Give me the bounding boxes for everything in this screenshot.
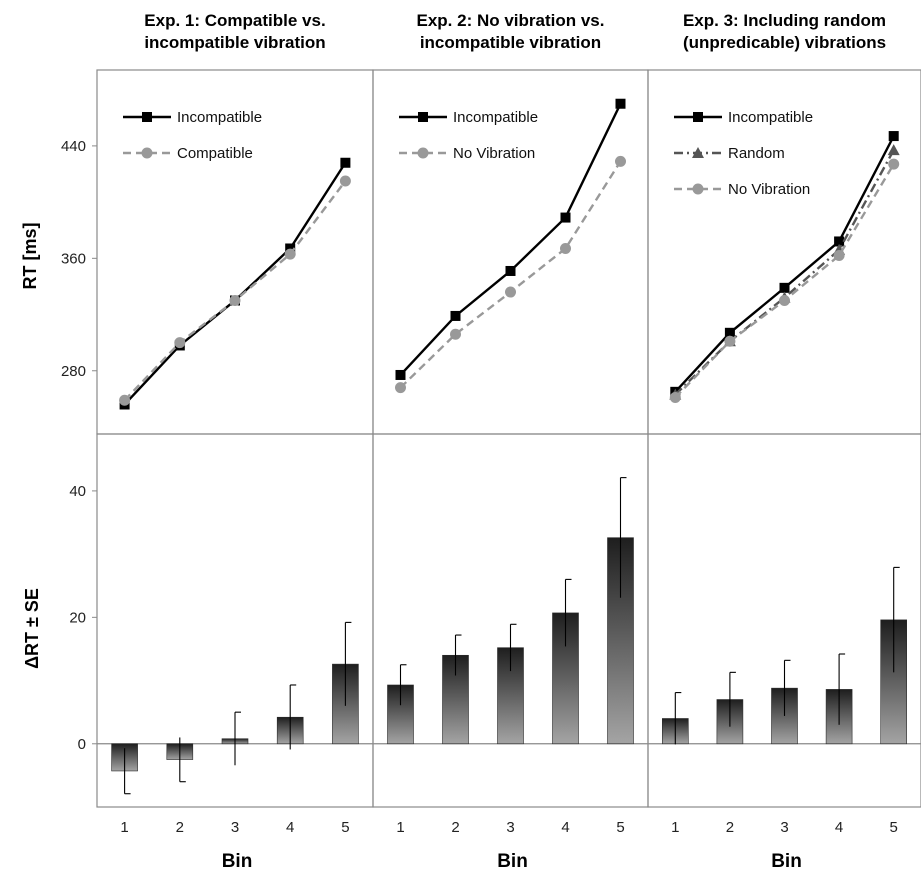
data-point-2-2-3 — [505, 286, 516, 298]
legend-label-3-1: Incompatible — [728, 109, 813, 126]
data-point-2-1-3 — [505, 265, 516, 276]
y-tick-label: 0 — [78, 736, 86, 753]
data-point-2-1-4 — [560, 212, 571, 223]
x-tick-label-3-4: 4 — [835, 819, 843, 836]
legend-label-3-3: No Vibration — [728, 181, 810, 198]
legend-label-1-1: Incompatible — [177, 109, 262, 126]
series-line-1-1 — [123, 162, 347, 406]
data-point-3-3-4 — [833, 250, 845, 262]
data-point-1-2-3 — [229, 294, 241, 306]
x-tick-label-3-3: 3 — [780, 819, 788, 836]
legend-label-2-2: No Vibration — [453, 145, 535, 162]
x-tick-label-3-5: 5 — [890, 819, 898, 836]
panel-title-3-line-1: Exp. 3: Including random — [683, 11, 886, 30]
data-point-3-3-1 — [669, 391, 681, 403]
x-tick-label-1-5: 5 — [341, 819, 349, 836]
x-axis-label-3: Bin — [771, 851, 802, 872]
x-tick-label-2-4: 4 — [561, 819, 569, 836]
data-point-2-2-4 — [560, 242, 571, 254]
x-tick-label-2-2: 2 — [451, 819, 459, 836]
panel-title-1-line-2: incompatible vibration — [144, 33, 325, 52]
panel-title-2-line-2: incompatible vibration — [420, 33, 601, 52]
data-point-2-2-2 — [450, 328, 461, 340]
bar-2-5 — [607, 537, 634, 745]
x-tick-label-2-3: 3 — [506, 819, 514, 836]
y-axis-label: ΔRT ± SE — [22, 588, 42, 669]
data-point-3-3-3 — [779, 294, 790, 306]
y-tick-label: 440 — [61, 138, 86, 155]
data-point-2-2-5 — [615, 155, 626, 167]
data-point-3-1-3 — [779, 282, 790, 293]
data-point-1-2-1 — [119, 394, 131, 406]
legend-marker-2-1 — [418, 112, 428, 122]
bar-panel-frame-2 — [372, 433, 649, 808]
legend-marker-2-2 — [417, 147, 429, 159]
data-point-2-1-1 — [395, 369, 406, 380]
x-tick-label-3-1: 1 — [671, 819, 679, 836]
x-tick-label-1-1: 1 — [120, 819, 128, 836]
y-tick-label: 360 — [61, 250, 86, 267]
data-point-1-1-4 — [285, 243, 296, 254]
data-point-3-2-5 — [887, 144, 900, 156]
legend-label-3-2: Random — [728, 145, 785, 162]
legend-label-1-2: Compatible — [177, 145, 253, 162]
legend-marker-3-2 — [692, 147, 704, 158]
legend-marker-1-2 — [141, 147, 153, 159]
x-tick-label-1-2: 2 — [176, 819, 184, 836]
data-point-3-1-2 — [724, 327, 735, 338]
data-point-1-1-5 — [340, 157, 351, 168]
data-point-2-1-2 — [450, 310, 461, 321]
legend-marker-3-3 — [692, 183, 704, 195]
legend-marker-3-1 — [693, 112, 703, 122]
data-point-2-1-5 — [615, 98, 626, 109]
y-tick-label: 280 — [61, 363, 86, 380]
y-tick-label: 40 — [69, 483, 86, 500]
y-axis-label: RT [ms] — [20, 223, 40, 290]
panel-title-1-line-1: Exp. 1: Compatible vs. — [144, 11, 325, 30]
data-point-3-1-5 — [888, 131, 899, 142]
panel-title-3-line-2: (unpredicable) vibrations — [683, 33, 886, 52]
data-point-3-3-2 — [724, 335, 736, 347]
x-tick-label-1-3: 3 — [231, 819, 239, 836]
x-tick-label-3-2: 2 — [726, 819, 734, 836]
x-axis-label-1: Bin — [222, 851, 253, 872]
legend-marker-1-1 — [142, 112, 152, 122]
series-line-3-1 — [674, 135, 895, 393]
legend-label-2-1: Incompatible — [453, 109, 538, 126]
data-point-1-2-5 — [339, 175, 351, 187]
data-point-3-3-5 — [888, 158, 900, 170]
data-point-1-2-4 — [284, 248, 296, 260]
y-tick-label: 20 — [69, 609, 86, 626]
x-tick-label-1-4: 4 — [286, 819, 294, 836]
data-point-2-2-1 — [395, 382, 406, 394]
data-point-1-2-2 — [174, 337, 186, 349]
panel-title-2-line-1: Exp. 2: No vibration vs. — [417, 11, 605, 30]
x-tick-label-2-1: 1 — [396, 819, 404, 836]
x-axis-label-2: Bin — [497, 851, 528, 872]
data-point-3-1-4 — [834, 236, 845, 247]
bar-panel-frame-3 — [647, 433, 921, 808]
x-tick-label-2-5: 5 — [616, 819, 624, 836]
